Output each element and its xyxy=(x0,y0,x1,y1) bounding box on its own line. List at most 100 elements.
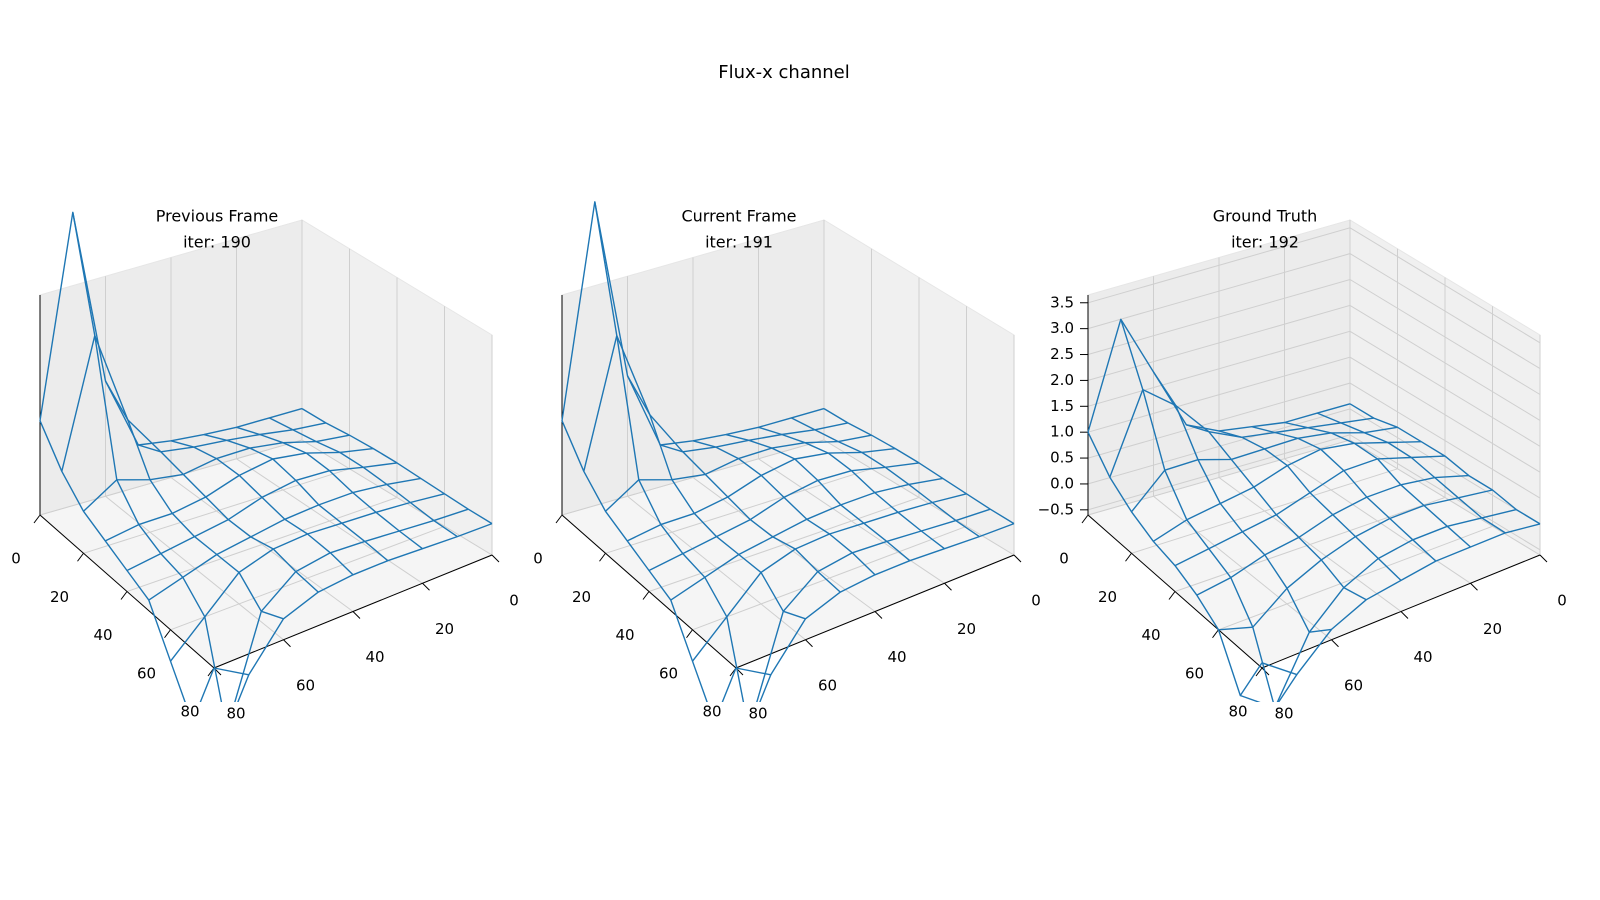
x-tick xyxy=(599,552,606,562)
wire-column xyxy=(1186,424,1367,601)
y-tick xyxy=(283,639,291,648)
wire-column xyxy=(268,417,458,538)
x-tick xyxy=(120,591,128,600)
wire-column xyxy=(626,375,806,620)
grid-line xyxy=(1218,257,1402,612)
x-tick-label: 80 xyxy=(1228,703,1247,721)
z-tick-label: 2.0 xyxy=(1050,371,1074,389)
y-tick xyxy=(944,582,952,591)
surface xyxy=(39,211,493,702)
grid-line xyxy=(1087,227,1541,344)
z-tick-label: 2.5 xyxy=(1050,345,1074,363)
wire-column xyxy=(1152,371,1332,633)
x-tick xyxy=(1255,667,1263,677)
grid-line xyxy=(1087,253,1541,370)
surface xyxy=(561,201,1015,702)
wire-column xyxy=(104,380,284,620)
x-tick xyxy=(1212,629,1219,639)
x-tick xyxy=(642,591,650,600)
wire-column xyxy=(301,407,493,525)
y-tick xyxy=(352,611,361,619)
z-tick-label: 3.5 xyxy=(1050,293,1074,311)
x-tick xyxy=(555,514,563,524)
subplot-title: Previous Frame xyxy=(156,207,279,226)
grid-line xyxy=(1153,276,1332,641)
y-tick xyxy=(1400,611,1409,619)
z-tick-label: 0.0 xyxy=(1050,474,1074,492)
y-tick-label: 0 xyxy=(1557,592,1567,610)
subplot: 0 20 40 60 80 0 20 40 60 80 Current Frame iter: 191 xyxy=(533,201,1041,723)
x-tick xyxy=(164,629,171,639)
x-axis xyxy=(1087,514,1263,669)
x-tick-label: 60 xyxy=(137,664,156,682)
wire-column xyxy=(1087,431,1263,697)
z-tick-label: 3.0 xyxy=(1050,319,1074,337)
z-tick-label: 0.5 xyxy=(1050,449,1074,467)
wire-column xyxy=(1251,426,1437,562)
subplot-title: Ground Truth xyxy=(1213,207,1318,226)
x-tick-label: 0 xyxy=(1059,550,1069,568)
x-tick-label: 20 xyxy=(572,588,591,606)
y-tick-label: 40 xyxy=(1413,648,1432,666)
y-axis xyxy=(1261,554,1541,669)
x-tick xyxy=(1081,514,1089,524)
y-tick xyxy=(422,582,430,591)
subplot: 0 20 40 60 80 0 20 40 60 80 −0.5 0.0 0.5 1.0 1.5 2.0 2.5… xyxy=(1038,207,1567,723)
wire-column xyxy=(692,440,876,576)
grid-line xyxy=(1349,220,1541,556)
x-tick xyxy=(1125,552,1132,562)
y-tick-label: 60 xyxy=(296,676,315,694)
y-tick-label: 20 xyxy=(957,620,976,638)
x-tick xyxy=(1168,591,1176,600)
subplot-subtitle: iter: 191 xyxy=(705,233,773,252)
y-tick xyxy=(1013,554,1022,563)
y-tick xyxy=(1470,582,1478,591)
wire-column xyxy=(1317,412,1506,534)
y-tick-label: 60 xyxy=(1344,676,1363,694)
x-tick xyxy=(33,514,41,524)
y-tick-label: 60 xyxy=(818,676,837,694)
wire-column xyxy=(823,407,1015,525)
x-tick-label: 60 xyxy=(659,664,678,682)
y-tick-label: 0 xyxy=(509,592,519,610)
x-tick-label: 60 xyxy=(1185,664,1204,682)
grid-line xyxy=(1087,304,1541,421)
x-tick-label: 0 xyxy=(11,550,21,568)
wire-column xyxy=(1349,403,1541,525)
wire-column xyxy=(660,444,841,593)
wire-column xyxy=(725,433,911,562)
x-tick xyxy=(686,629,693,639)
wire-column xyxy=(758,426,945,550)
grid-line xyxy=(236,238,423,584)
subplot: 0 20 40 60 80 0 20 40 60 80 Previous Frame iter: 19… xyxy=(11,207,519,723)
y-tick-label: 20 xyxy=(1483,620,1502,638)
y-axis xyxy=(213,554,493,669)
grid-line xyxy=(1087,408,1541,525)
grid-line xyxy=(1087,434,1541,551)
subplot-subtitle: iter: 192 xyxy=(1231,233,1299,252)
wire-column xyxy=(236,426,423,550)
x-tick-label: 80 xyxy=(180,703,199,721)
y-axis xyxy=(735,554,1015,669)
grid-line xyxy=(692,257,876,612)
y-tick xyxy=(1331,639,1339,648)
grid-line xyxy=(758,238,945,584)
x-tick-label: 20 xyxy=(50,588,69,606)
wire-column xyxy=(1120,319,1298,702)
wire-column xyxy=(39,420,215,702)
y-tick xyxy=(491,554,500,563)
grid-line xyxy=(1087,278,1541,395)
z-tick-label: −0.5 xyxy=(1038,500,1074,518)
z-tick-label: 1.5 xyxy=(1050,397,1074,415)
x-tick-label: 0 xyxy=(533,550,543,568)
wire-column xyxy=(561,420,737,702)
wire-column xyxy=(790,417,980,538)
grid-line xyxy=(1087,382,1541,499)
x-tick-label: 40 xyxy=(615,626,634,644)
z-tick-label: 1.0 xyxy=(1050,423,1074,441)
y-tick xyxy=(874,611,883,619)
x-tick-label: 40 xyxy=(1141,626,1160,644)
wire-column xyxy=(170,440,354,576)
